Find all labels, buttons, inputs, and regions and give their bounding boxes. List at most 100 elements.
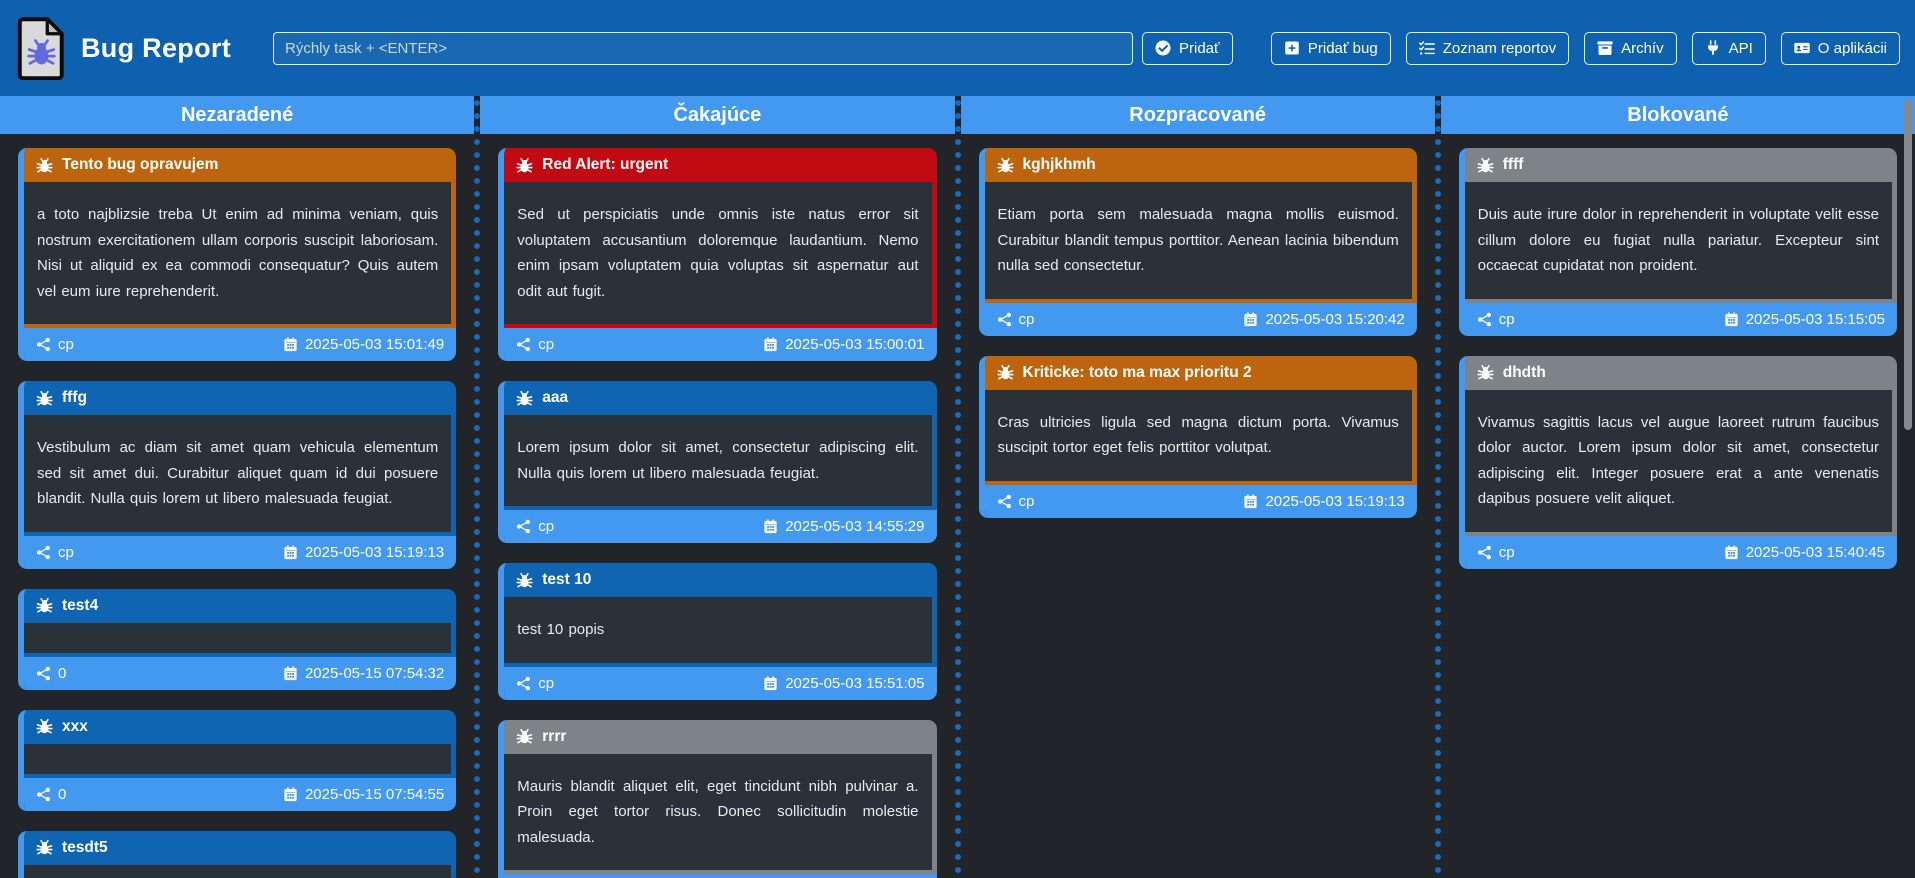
card-header: kghjkhmh (984, 148, 1417, 182)
button-label: Pridať bug (1307, 39, 1378, 57)
card-timestamp: 2025-05-03 15:01:49 (304, 336, 445, 353)
card-footer: 0 2025-05-15 07:54:55 (24, 777, 457, 811)
column-blokovane: Blokované ffff Duis aute irure dolor in … (1440, 96, 1915, 878)
card-footer: 0 2025-05-15 07:54:32 (24, 656, 457, 690)
button-add-bug[interactable]: Pridať bug (1270, 31, 1391, 65)
card-list: Red Alert: urgent Sed ut perspiciatis un… (480, 134, 954, 878)
card-description (24, 622, 457, 657)
card-description: Etiam porta sem malesuada magna mollis e… (984, 182, 1417, 303)
bug-card[interactable]: xxx 0 2025-05-15 07:54:55 (18, 709, 457, 811)
bug-card[interactable]: ffff Duis aute irure dolor in reprehende… (1458, 148, 1897, 336)
quick-add-button[interactable]: Pridať (1142, 31, 1233, 65)
card-branch: cp (58, 336, 74, 353)
calendar-icon (763, 337, 778, 352)
card-header: aaa (504, 381, 937, 415)
card-timestamp: 2025-05-03 15:00:01 (785, 336, 925, 353)
bug-icon (1477, 364, 1494, 381)
quick-task-input[interactable] (273, 31, 1133, 65)
bug-card[interactable]: tesdt5 (18, 830, 457, 878)
card-branch-meta: cp (997, 310, 1035, 328)
card-date-meta: 2025-05-15 07:54:32 (283, 665, 444, 682)
bug-card[interactable]: dhdth Vivamus sagittis lacus vel augue l… (1458, 355, 1897, 569)
card-footer: cp 2025-05-03 15:19:13 (984, 484, 1417, 518)
check-circle-icon (1155, 40, 1171, 56)
column-separator (954, 96, 961, 878)
card-branch: cp (1018, 310, 1035, 328)
calendar-icon (283, 666, 298, 681)
card-title: xxx (62, 717, 88, 735)
calendar-icon (763, 519, 778, 534)
share-nodes-icon (36, 787, 51, 802)
bug-icon (516, 728, 533, 745)
bug-icon (36, 597, 53, 614)
bug-card[interactable]: fffg Vestibulum ac diam sit amet quam ve… (18, 381, 457, 569)
card-title: Kriticke: toto ma max prioritu 2 (1022, 363, 1252, 381)
card-header: test4 (24, 588, 457, 623)
card-date-meta: 2025-05-03 15:40:45 (1724, 544, 1885, 561)
card-branch: cp (58, 543, 74, 561)
column-header: Blokované (1440, 96, 1915, 134)
toolbar: Pridať bug Zoznam reportov Archív API O … (1270, 31, 1900, 65)
column-title: Čakajúce (673, 103, 762, 126)
card-footer: cp 2025-05-03 15:19:13 (24, 535, 457, 569)
card-timestamp: 2025-05-03 14:55:29 (785, 518, 925, 535)
card-branch-meta: cp (36, 336, 74, 353)
card-date-meta: 2025-05-03 14:55:29 (763, 518, 925, 535)
card-timestamp: 2025-05-03 15:40:45 (1745, 543, 1885, 561)
column-separator (474, 96, 481, 878)
card-list: Tento bug opravujem a toto najblizsie tr… (0, 134, 474, 878)
column-separator (1434, 96, 1441, 878)
card-description: test 10 popis (504, 597, 937, 667)
card-description: Mauris blandit aliquet elit, eget tincid… (504, 753, 937, 874)
button-report-list[interactable]: Zoznam reportov (1405, 31, 1570, 65)
card-timestamp: 2025-05-03 15:19:13 (304, 543, 445, 561)
button-api[interactable]: API (1691, 31, 1766, 65)
share-nodes-icon (997, 494, 1012, 509)
card-header: Kriticke: toto ma max prioritu 2 (984, 355, 1417, 390)
card-timestamp: 2025-05-03 15:15:05 (1745, 310, 1885, 328)
bug-icon (36, 839, 53, 856)
scrollbar-thumb[interactable] (1904, 100, 1912, 430)
card-header: tesdt5 (24, 830, 457, 865)
card-header: Tento bug opravujem (24, 148, 457, 182)
card-timestamp: 2025-05-03 15:20:42 (1265, 310, 1405, 328)
share-nodes-icon (1477, 312, 1492, 327)
board: Nezaradené Tento bug opravujem a toto na… (0, 96, 1915, 878)
card-footer: cp 2025-05-03 15:00:01 (504, 328, 937, 361)
share-nodes-icon (516, 337, 531, 352)
share-nodes-icon (36, 666, 51, 681)
bug-card[interactable]: Tento bug opravujem a toto najblizsie tr… (18, 148, 457, 361)
column-header: Rozpracované (960, 96, 1435, 134)
card-branch: cp (1018, 492, 1035, 510)
button-about[interactable]: O aplikácii (1780, 31, 1900, 65)
bug-card[interactable]: rrrr Mauris blandit aliquet elit, eget t… (498, 719, 937, 878)
id-card-icon (1794, 40, 1810, 56)
calendar-icon (283, 787, 298, 802)
bug-card[interactable]: Red Alert: urgent Sed ut perspiciatis un… (498, 148, 937, 361)
bug-icon (36, 718, 53, 735)
bug-icon (1477, 157, 1494, 174)
card-date-meta: 2025-05-03 15:00:01 (763, 336, 925, 353)
card-footer: cp 2025-05-03 15:15:05 (1464, 302, 1897, 336)
bug-card[interactable]: test4 0 2025-05-15 07:54:32 (18, 588, 457, 690)
bug-card[interactable]: test 10 test 10 popis cp 2025-05-03 15:5… (498, 563, 937, 700)
calendar-icon (1243, 494, 1258, 509)
bug-card[interactable]: Kriticke: toto ma max prioritu 2 Cras ul… (978, 355, 1417, 518)
button-archive[interactable]: Archív (1584, 31, 1677, 65)
card-footer: cp 2025-05-03 15:20:42 (984, 302, 1417, 336)
bug-card[interactable]: aaa Lorem ipsum dolor sit amet, consecte… (498, 381, 937, 543)
card-header: xxx (24, 709, 457, 744)
card-header: ffff (1464, 148, 1897, 182)
bug-icon (997, 364, 1014, 381)
card-title: ffff (1502, 156, 1524, 173)
card-branch-meta: cp (1477, 311, 1515, 328)
bug-card[interactable]: kghjkhmh Etiam porta sem malesuada magna… (978, 148, 1417, 336)
share-nodes-icon (516, 676, 531, 691)
calendar-icon (283, 545, 298, 560)
card-footer: cp 2025-05-03 15:51:05 (504, 666, 937, 700)
card-date-meta: 2025-05-03 15:01:49 (283, 336, 444, 353)
card-title: Tento bug opravujem (62, 156, 219, 173)
card-branch-meta: cp (516, 675, 554, 692)
column-nezaradene: Nezaradené Tento bug opravujem a toto na… (0, 96, 475, 878)
card-branch: 0 (58, 785, 67, 803)
